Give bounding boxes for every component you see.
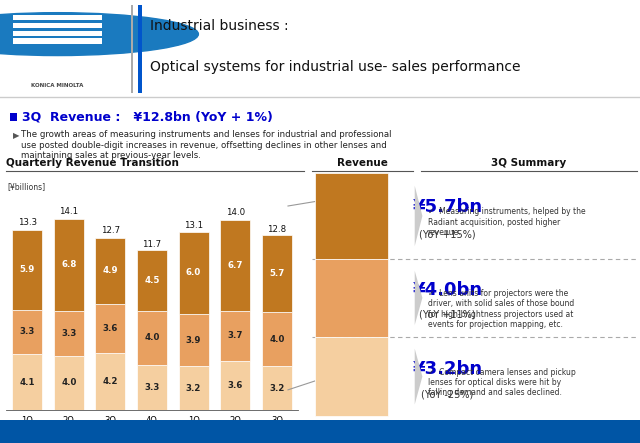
- Text: (YoY -25%): (YoY -25%): [421, 389, 474, 399]
- Text: 6.0: 6.0: [186, 268, 201, 277]
- Text: 3.9: 3.9: [186, 335, 202, 345]
- Text: 14.0: 14.0: [226, 209, 244, 218]
- Bar: [179, 366, 209, 410]
- Text: 3.7: 3.7: [227, 331, 243, 341]
- Text: Industrial business :: Industrial business :: [150, 19, 289, 34]
- Text: 12.8: 12.8: [268, 225, 286, 234]
- Text: 5.7: 5.7: [269, 269, 285, 278]
- Text: Measuring
Instrument: Measuring Instrument: [325, 206, 378, 225]
- Bar: [131, 5, 133, 93]
- Bar: [179, 233, 209, 314]
- Bar: [137, 250, 167, 311]
- Text: 5.9: 5.9: [20, 265, 35, 274]
- Text: ✓  Compact camera lenses and pickup
lenses for optical disks were hit by
falling: ✓ Compact camera lenses and pickup lense…: [428, 368, 575, 397]
- Text: 3.3: 3.3: [61, 329, 77, 338]
- Bar: [95, 238, 125, 304]
- Text: 13.1: 13.1: [184, 221, 203, 229]
- Text: 14.1: 14.1: [60, 207, 78, 216]
- Text: 6.8: 6.8: [61, 260, 77, 269]
- Text: Optical systems for industrial use- sales performance: Optical systems for industrial use- sale…: [150, 60, 521, 74]
- Bar: [262, 366, 292, 410]
- Bar: [179, 314, 209, 366]
- Bar: [138, 5, 142, 93]
- Text: 4.1: 4.1: [19, 377, 35, 386]
- Text: 4.0: 4.0: [144, 334, 160, 342]
- Text: The growth areas of measuring instruments and lenses for industrial and professi: The growth areas of measuring instrument…: [21, 130, 392, 160]
- Bar: [220, 220, 250, 311]
- Bar: [12, 354, 42, 410]
- Bar: [54, 356, 84, 410]
- Text: 4.9: 4.9: [102, 266, 118, 276]
- Bar: [54, 219, 84, 311]
- Text: KONICA MINOLTA: KONICA MINOLTA: [31, 83, 84, 88]
- Text: 3Q  Revenue :   ¥12.8bn (YoY + 1%): 3Q Revenue : ¥12.8bn (YoY + 1%): [22, 110, 273, 124]
- Bar: [220, 311, 250, 361]
- Bar: [13, 15, 102, 20]
- Bar: [13, 39, 102, 44]
- Text: [¥billions]: [¥billions]: [7, 182, 45, 191]
- Bar: [12, 310, 42, 354]
- Bar: [220, 361, 250, 410]
- Bar: [262, 312, 292, 366]
- Bar: [137, 365, 167, 410]
- Text: 3.3: 3.3: [144, 383, 160, 392]
- Bar: [12, 229, 42, 310]
- Text: (YoY +15%): (YoY +15%): [419, 230, 476, 240]
- Text: 4.0: 4.0: [269, 335, 285, 344]
- Bar: [95, 353, 125, 410]
- Text: 6.7: 6.7: [227, 261, 243, 270]
- Text: ✓  Lens units for projectors were the
driver, with solid sales of those bound
fo: ✓ Lens units for projectors were the dri…: [428, 289, 574, 329]
- Text: 3.3: 3.3: [19, 327, 35, 336]
- Text: Giving Shape to Ideas: Giving Shape to Ideas: [518, 427, 626, 436]
- Text: Others: Others: [336, 372, 367, 381]
- Text: 13.3: 13.3: [18, 218, 36, 227]
- Text: 3Q Summary: 3Q Summary: [492, 158, 566, 168]
- Text: Revenue: Revenue: [337, 158, 388, 168]
- Bar: [262, 235, 292, 312]
- Circle shape: [0, 13, 198, 55]
- Text: (YoY +11%): (YoY +11%): [419, 310, 476, 320]
- Text: ¥3.2bn: ¥3.2bn: [412, 360, 483, 377]
- Text: 4.2: 4.2: [102, 377, 118, 386]
- Text: 3.6: 3.6: [102, 324, 118, 333]
- Text: Quarterly Revenue Transition: Quarterly Revenue Transition: [6, 158, 179, 168]
- Text: 3.2: 3.2: [269, 384, 285, 392]
- Bar: [137, 311, 167, 365]
- Text: 11.7: 11.7: [143, 240, 161, 249]
- Bar: [13, 23, 102, 28]
- Bar: [95, 304, 125, 353]
- Text: ¥5.7bn: ¥5.7bn: [412, 198, 483, 216]
- Text: 4.5: 4.5: [144, 276, 160, 285]
- Text: Industrial
&
Professional
Lens: Industrial & Professional Lens: [323, 278, 381, 318]
- Text: 12.7: 12.7: [101, 226, 120, 235]
- Text: 21: 21: [14, 427, 29, 436]
- Text: 3.6: 3.6: [227, 381, 243, 390]
- Text: ¥4.0bn: ¥4.0bn: [412, 281, 483, 299]
- Bar: [13, 31, 102, 36]
- Text: ✓  Measuring instruments, helped by the
Radiant acquisition, posted higher
reven: ✓ Measuring instruments, helped by the R…: [428, 207, 585, 237]
- Text: 4.0: 4.0: [61, 378, 77, 387]
- Bar: [54, 311, 84, 356]
- Text: ▶: ▶: [13, 131, 19, 140]
- Text: 3.2: 3.2: [186, 384, 202, 392]
